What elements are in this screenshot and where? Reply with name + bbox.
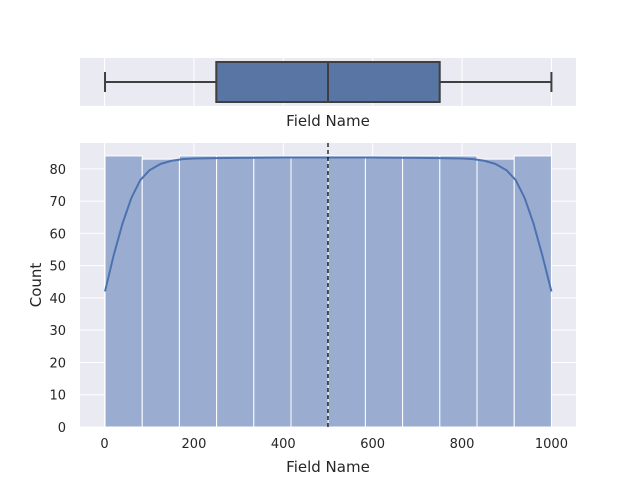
x-axis-ticks: 0 200 400 600 800 1000	[100, 437, 568, 452]
histogram-bar	[402, 155, 441, 428]
histogram-bar	[513, 155, 552, 428]
x-axis-label: Field Name	[286, 458, 370, 476]
histogram-bar	[141, 158, 180, 428]
y-tick-label: 70	[49, 195, 66, 210]
y-tick-label: 0	[58, 421, 66, 436]
histogram-bar	[290, 155, 329, 428]
y-tick-label: 30	[49, 324, 66, 339]
histogram-bar	[364, 155, 404, 428]
histogram-bars	[104, 155, 552, 428]
x-tick-label: 800	[450, 437, 475, 452]
y-tick-label: 10	[49, 389, 66, 404]
histogram-bar	[216, 155, 255, 428]
boxplot-panel: Field Name	[80, 58, 576, 130]
x-tick-label: 1000	[535, 437, 568, 452]
histogram-bar	[439, 155, 478, 428]
y-tick-label: 80	[49, 163, 66, 178]
y-tick-label: 60	[49, 227, 66, 242]
x-tick-label: 600	[360, 437, 385, 452]
boxplot-x-axis-label: Field Name	[286, 112, 370, 130]
y-axis-ticks: 0 10 20 30 40 50 60 70 80	[49, 163, 66, 436]
y-tick-label: 50	[49, 260, 66, 275]
histogram-bar	[327, 155, 366, 428]
x-tick-label: 400	[271, 437, 296, 452]
histogram-bar	[253, 155, 292, 428]
histogram-bar	[178, 155, 218, 428]
x-tick-label: 0	[100, 437, 108, 452]
y-tick-label: 40	[49, 292, 66, 307]
x-tick-label: 200	[182, 437, 207, 452]
y-axis-label: Count	[27, 263, 45, 308]
histogram-panel: 0 200 400 600 800 1000 0 10 20 30 40 50 60 70 80 Fiel…	[27, 143, 576, 476]
y-tick-label: 20	[49, 356, 66, 371]
histogram-bar	[104, 155, 143, 428]
histogram-bar	[476, 158, 515, 428]
